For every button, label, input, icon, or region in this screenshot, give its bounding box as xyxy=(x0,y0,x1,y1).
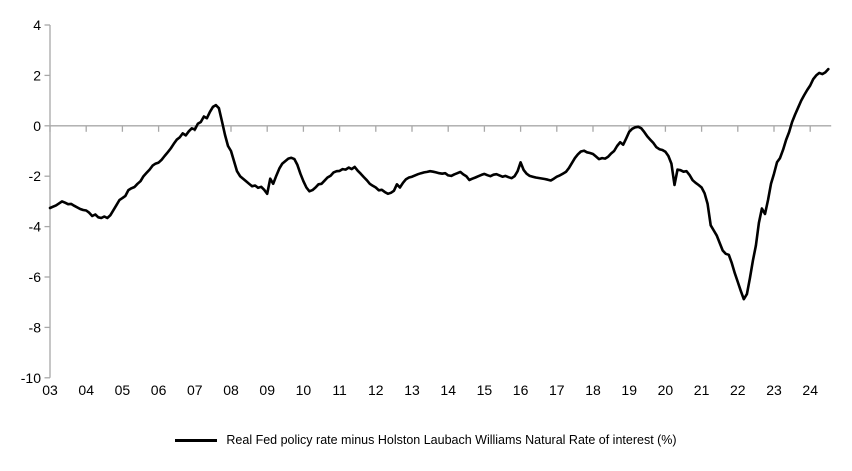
x-axis-tick-label: 06 xyxy=(151,382,167,398)
x-axis-tick-label: 22 xyxy=(730,382,746,398)
x-axis-tick-label: 14 xyxy=(440,382,456,398)
y-axis-tick-label: -6 xyxy=(29,269,42,285)
x-axis-tick-label: 07 xyxy=(187,382,203,398)
legend-label: Real Fed policy rate minus Holston Lauba… xyxy=(226,433,677,447)
x-axis-tick-label: 04 xyxy=(78,382,94,398)
y-axis-tick-label: -2 xyxy=(29,168,42,184)
x-axis-tick-label: 19 xyxy=(621,382,637,398)
x-axis-tick-label: 08 xyxy=(223,382,239,398)
y-axis-tick-label: -10 xyxy=(21,370,41,386)
legend-line-swatch xyxy=(175,438,218,442)
series-line xyxy=(48,67,830,301)
x-axis-tick-label: 16 xyxy=(513,382,529,398)
x-axis-tick-label: 10 xyxy=(296,382,312,398)
x-axis-tick-label: 17 xyxy=(549,382,565,398)
x-axis-tick-label: 20 xyxy=(658,382,674,398)
x-axis-tick-label: 21 xyxy=(694,382,710,398)
y-axis-tick-label: -8 xyxy=(29,319,42,335)
x-axis-tick-label: 03 xyxy=(42,382,58,398)
x-axis-tick-label: 23 xyxy=(766,382,782,398)
x-axis-tick-label: 18 xyxy=(585,382,601,398)
x-axis-tick-label: 24 xyxy=(802,382,818,398)
y-axis-tick-label: 2 xyxy=(33,67,41,83)
x-axis-tick-label: 13 xyxy=(404,382,420,398)
x-axis-tick-label: 11 xyxy=(332,382,347,398)
x-axis-tick-label: 09 xyxy=(259,382,275,398)
y-axis-tick-label: -4 xyxy=(29,219,42,235)
y-axis-tick-label: 0 xyxy=(33,118,41,134)
x-axis-tick-label: 15 xyxy=(477,382,493,398)
y-axis-tick-label: 4 xyxy=(33,17,41,33)
chart-legend: Real Fed policy rate minus Holston Lauba… xyxy=(0,433,852,447)
x-axis-tick-label: 05 xyxy=(115,382,131,398)
x-axis-tick-label: 12 xyxy=(368,382,384,398)
